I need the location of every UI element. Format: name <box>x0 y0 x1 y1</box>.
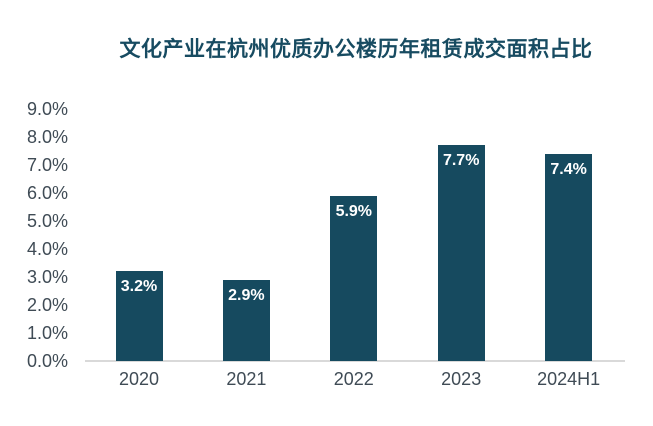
y-axis-tick-label: 5.0% <box>26 211 68 231</box>
bar-2023: 7.7% <box>437 145 485 361</box>
x-axis-tick-label: 2021 <box>226 369 267 389</box>
bar-value-label: 7.7% <box>442 152 480 170</box>
y-axis-tick-label: 4.0% <box>26 239 68 259</box>
y-axis-tick-label: 7.0% <box>26 155 68 175</box>
y-axis-tick-label: 2.0% <box>26 295 68 315</box>
x-axis-line <box>85 360 625 362</box>
y-axis-tick-label: 3.0% <box>26 267 68 287</box>
x-axis-tick-label: 2024H1 <box>537 369 601 389</box>
y-axis-tick-label: 1.0% <box>26 323 68 343</box>
bar-2020: 3.2% <box>115 271 163 361</box>
x-axis-tick-label: 2020 <box>118 369 160 389</box>
x-axis-tick-label: 2022 <box>333 369 374 389</box>
bar-2022: 5.9% <box>330 195 378 361</box>
bar-value-label: 2.9% <box>228 286 265 304</box>
chart-title: 文化产业在杭州优质办公楼历年租赁成交面积占比 <box>119 38 593 61</box>
bar-value-label: 3.2% <box>120 278 158 296</box>
y-axis-tick-label: 9.0% <box>26 99 68 119</box>
y-axis-tick-label: 0.0% <box>26 351 68 371</box>
y-axis-tick-label: 8.0% <box>26 127 68 147</box>
bar-2024H1: 7.4% <box>545 153 593 361</box>
bar-2021: 2.9% <box>222 279 270 361</box>
bar-value-label: 5.9% <box>335 202 373 220</box>
bar-value-label: 7.4% <box>550 160 587 178</box>
x-axis-tick-label: 2023 <box>441 369 482 389</box>
y-axis-tick-label: 6.0% <box>26 183 68 203</box>
